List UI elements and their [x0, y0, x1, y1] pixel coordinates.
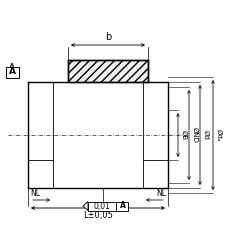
- Polygon shape: [68, 60, 148, 82]
- Bar: [88, 202, 128, 210]
- Bar: [6, 66, 18, 78]
- Text: NL: NL: [156, 189, 166, 198]
- Text: A: A: [8, 68, 16, 76]
- Text: ØB: ØB: [181, 130, 187, 140]
- Polygon shape: [83, 202, 88, 210]
- Text: 0,01: 0,01: [94, 202, 110, 210]
- Text: ØND: ØND: [192, 127, 198, 143]
- Text: L±0,05: L±0,05: [83, 211, 113, 220]
- Text: NL: NL: [30, 189, 40, 198]
- Text: b: b: [105, 32, 111, 42]
- Text: Ødₐ: Ødₐ: [216, 129, 222, 141]
- Text: A: A: [120, 202, 126, 210]
- Text: Ød: Ød: [203, 130, 209, 140]
